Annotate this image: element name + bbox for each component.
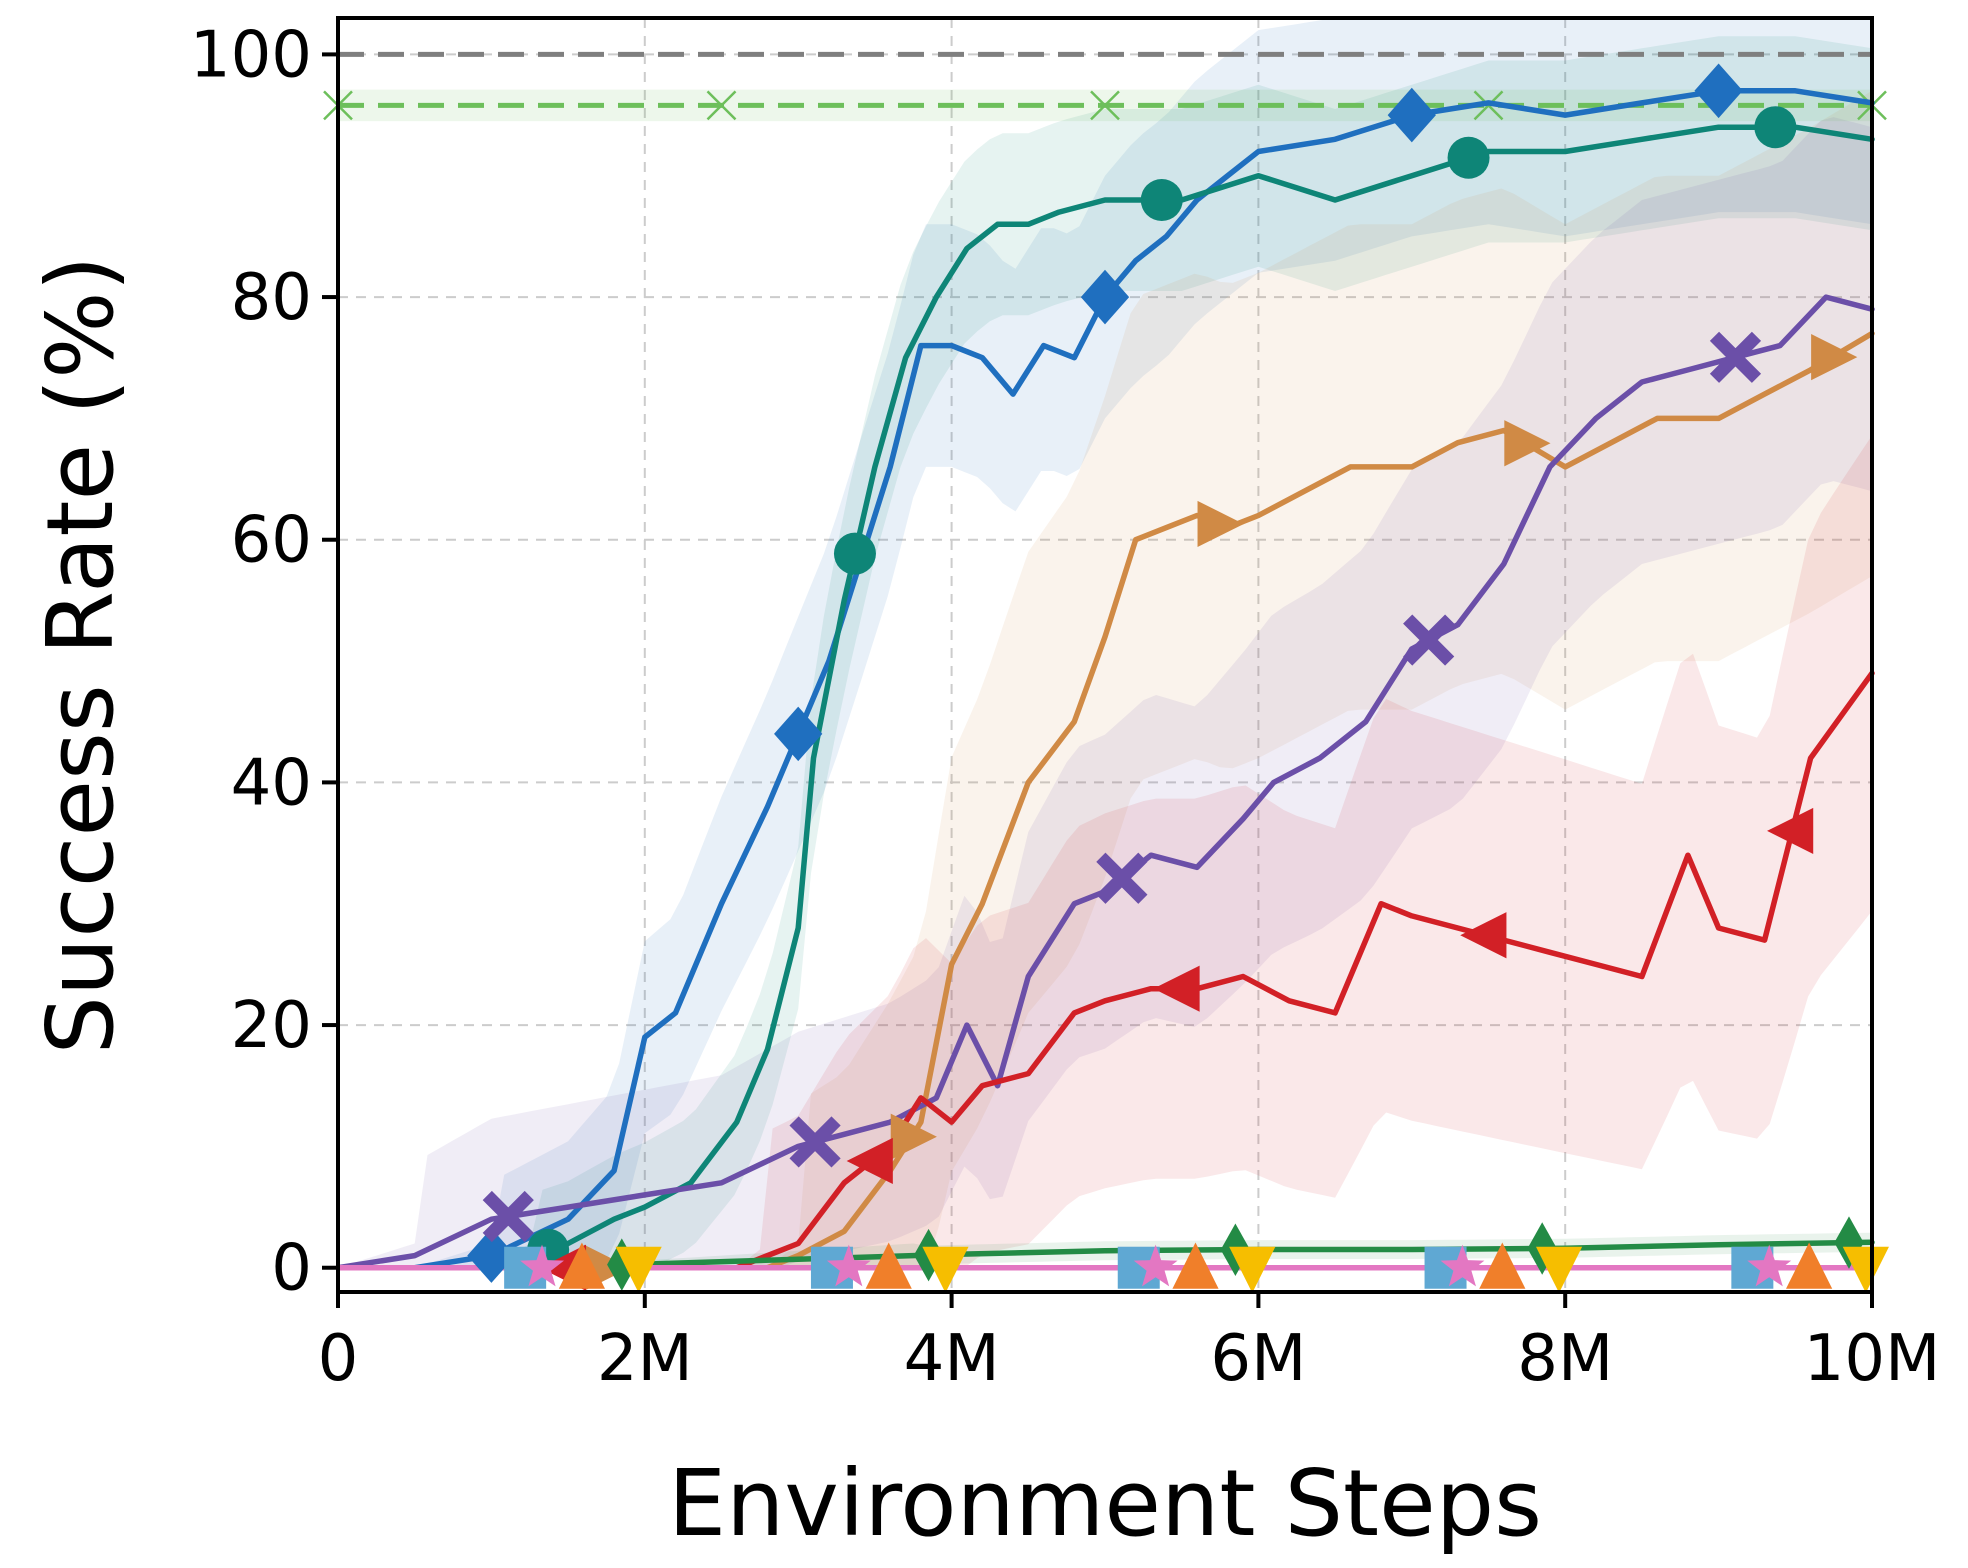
series-marker-2-4 [1811,334,1858,381]
series-marker-4-1 [846,1137,893,1185]
y-tick-label-1: 20 [231,989,312,1063]
series-marker-7-3 [1479,1242,1526,1289]
x-tick-label-4: 8M [1517,1322,1613,1396]
series-marker-0-4 [1694,63,1743,119]
x-tick-label-1: 2M [597,1322,693,1396]
series-marker-4-3 [1460,912,1507,959]
series-marker-7-4 [1786,1242,1833,1289]
series-marker-9-4 [1747,1244,1792,1287]
series-marker-1-2 [1140,179,1183,221]
series-marker-3-1 [789,1116,841,1168]
series-marker-0-0 [467,1228,516,1283]
series-marker-3-4 [1709,331,1762,383]
reference-marker-1-1 [706,90,737,121]
y-axis-title: Success Rate (%) [27,256,134,1055]
series-marker-7-0 [558,1242,606,1289]
series-band-4 [338,435,1872,1268]
series-band-2 [338,90,1872,1268]
axes [322,16,1874,1308]
series-marker-2-3 [1504,420,1551,467]
series-marker-9-1 [826,1244,871,1287]
series-marker-8-2 [1229,1246,1276,1293]
series-marker-2-1 [890,1113,937,1160]
y-tick-label-2: 40 [231,746,312,820]
series-marker-4-4 [1767,807,1814,855]
x-tick-label-2: 4M [904,1322,1000,1396]
x-tick-label-0: 0 [318,1322,359,1396]
series-marker-5-0 [607,1238,637,1291]
series-marker-1-3 [1447,136,1490,179]
series-line-2 [335,330,1875,1271]
series-markers [467,63,1889,1293]
reference-marker-1-2 [1090,90,1120,121]
series-marker-0-3 [1387,87,1436,143]
series-marker-3-3 [1403,614,1455,666]
x-tick-label-5: 10M [1804,1322,1941,1396]
x-axis-title: Environment Steps [668,1450,1542,1557]
series-marker-3-0 [482,1190,534,1243]
series-marker-8-3 [1535,1246,1583,1293]
series-marker-9-2 [1133,1244,1178,1287]
series-marker-8-0 [615,1246,662,1293]
series-marker-1-1 [833,532,876,575]
series-marker-7-2 [1172,1242,1219,1289]
series-line-4 [335,670,1875,1271]
series-line-1 [335,124,1875,1271]
y-tick-label-0: 0 [271,1232,312,1306]
series-marker-0-1 [774,706,823,762]
series-marker-8-1 [922,1246,969,1293]
series-marker-7-1 [865,1242,912,1289]
tick-labels: 0 2M 4M 6M 8M 10M 0 20 40 60 80 100 [190,18,1940,1396]
series-band-0 [338,18,1872,1268]
x-tick-label-3: 6M [1210,1322,1306,1396]
series-marker-4-2 [1153,965,1200,1012]
series-band-3 [338,117,1872,1268]
series-line-3 [335,294,1875,1271]
series-line-0 [335,88,1875,1271]
series-marker-9-0 [520,1244,564,1287]
plot-frame [336,16,1874,1294]
series-marker-1-4 [1754,106,1797,149]
y-tick-label-3: 60 [231,504,312,578]
series-marker-3-2 [1096,852,1148,904]
series-marker-9-3 [1440,1244,1485,1287]
grid [338,18,1872,1292]
y-tick-label-4: 80 [231,261,312,335]
series-marker-2-2 [1197,500,1244,548]
series-marker-0-2 [1080,269,1130,325]
y-tick-label-5: 100 [190,18,312,92]
series-marker-8-4 [1842,1246,1889,1293]
